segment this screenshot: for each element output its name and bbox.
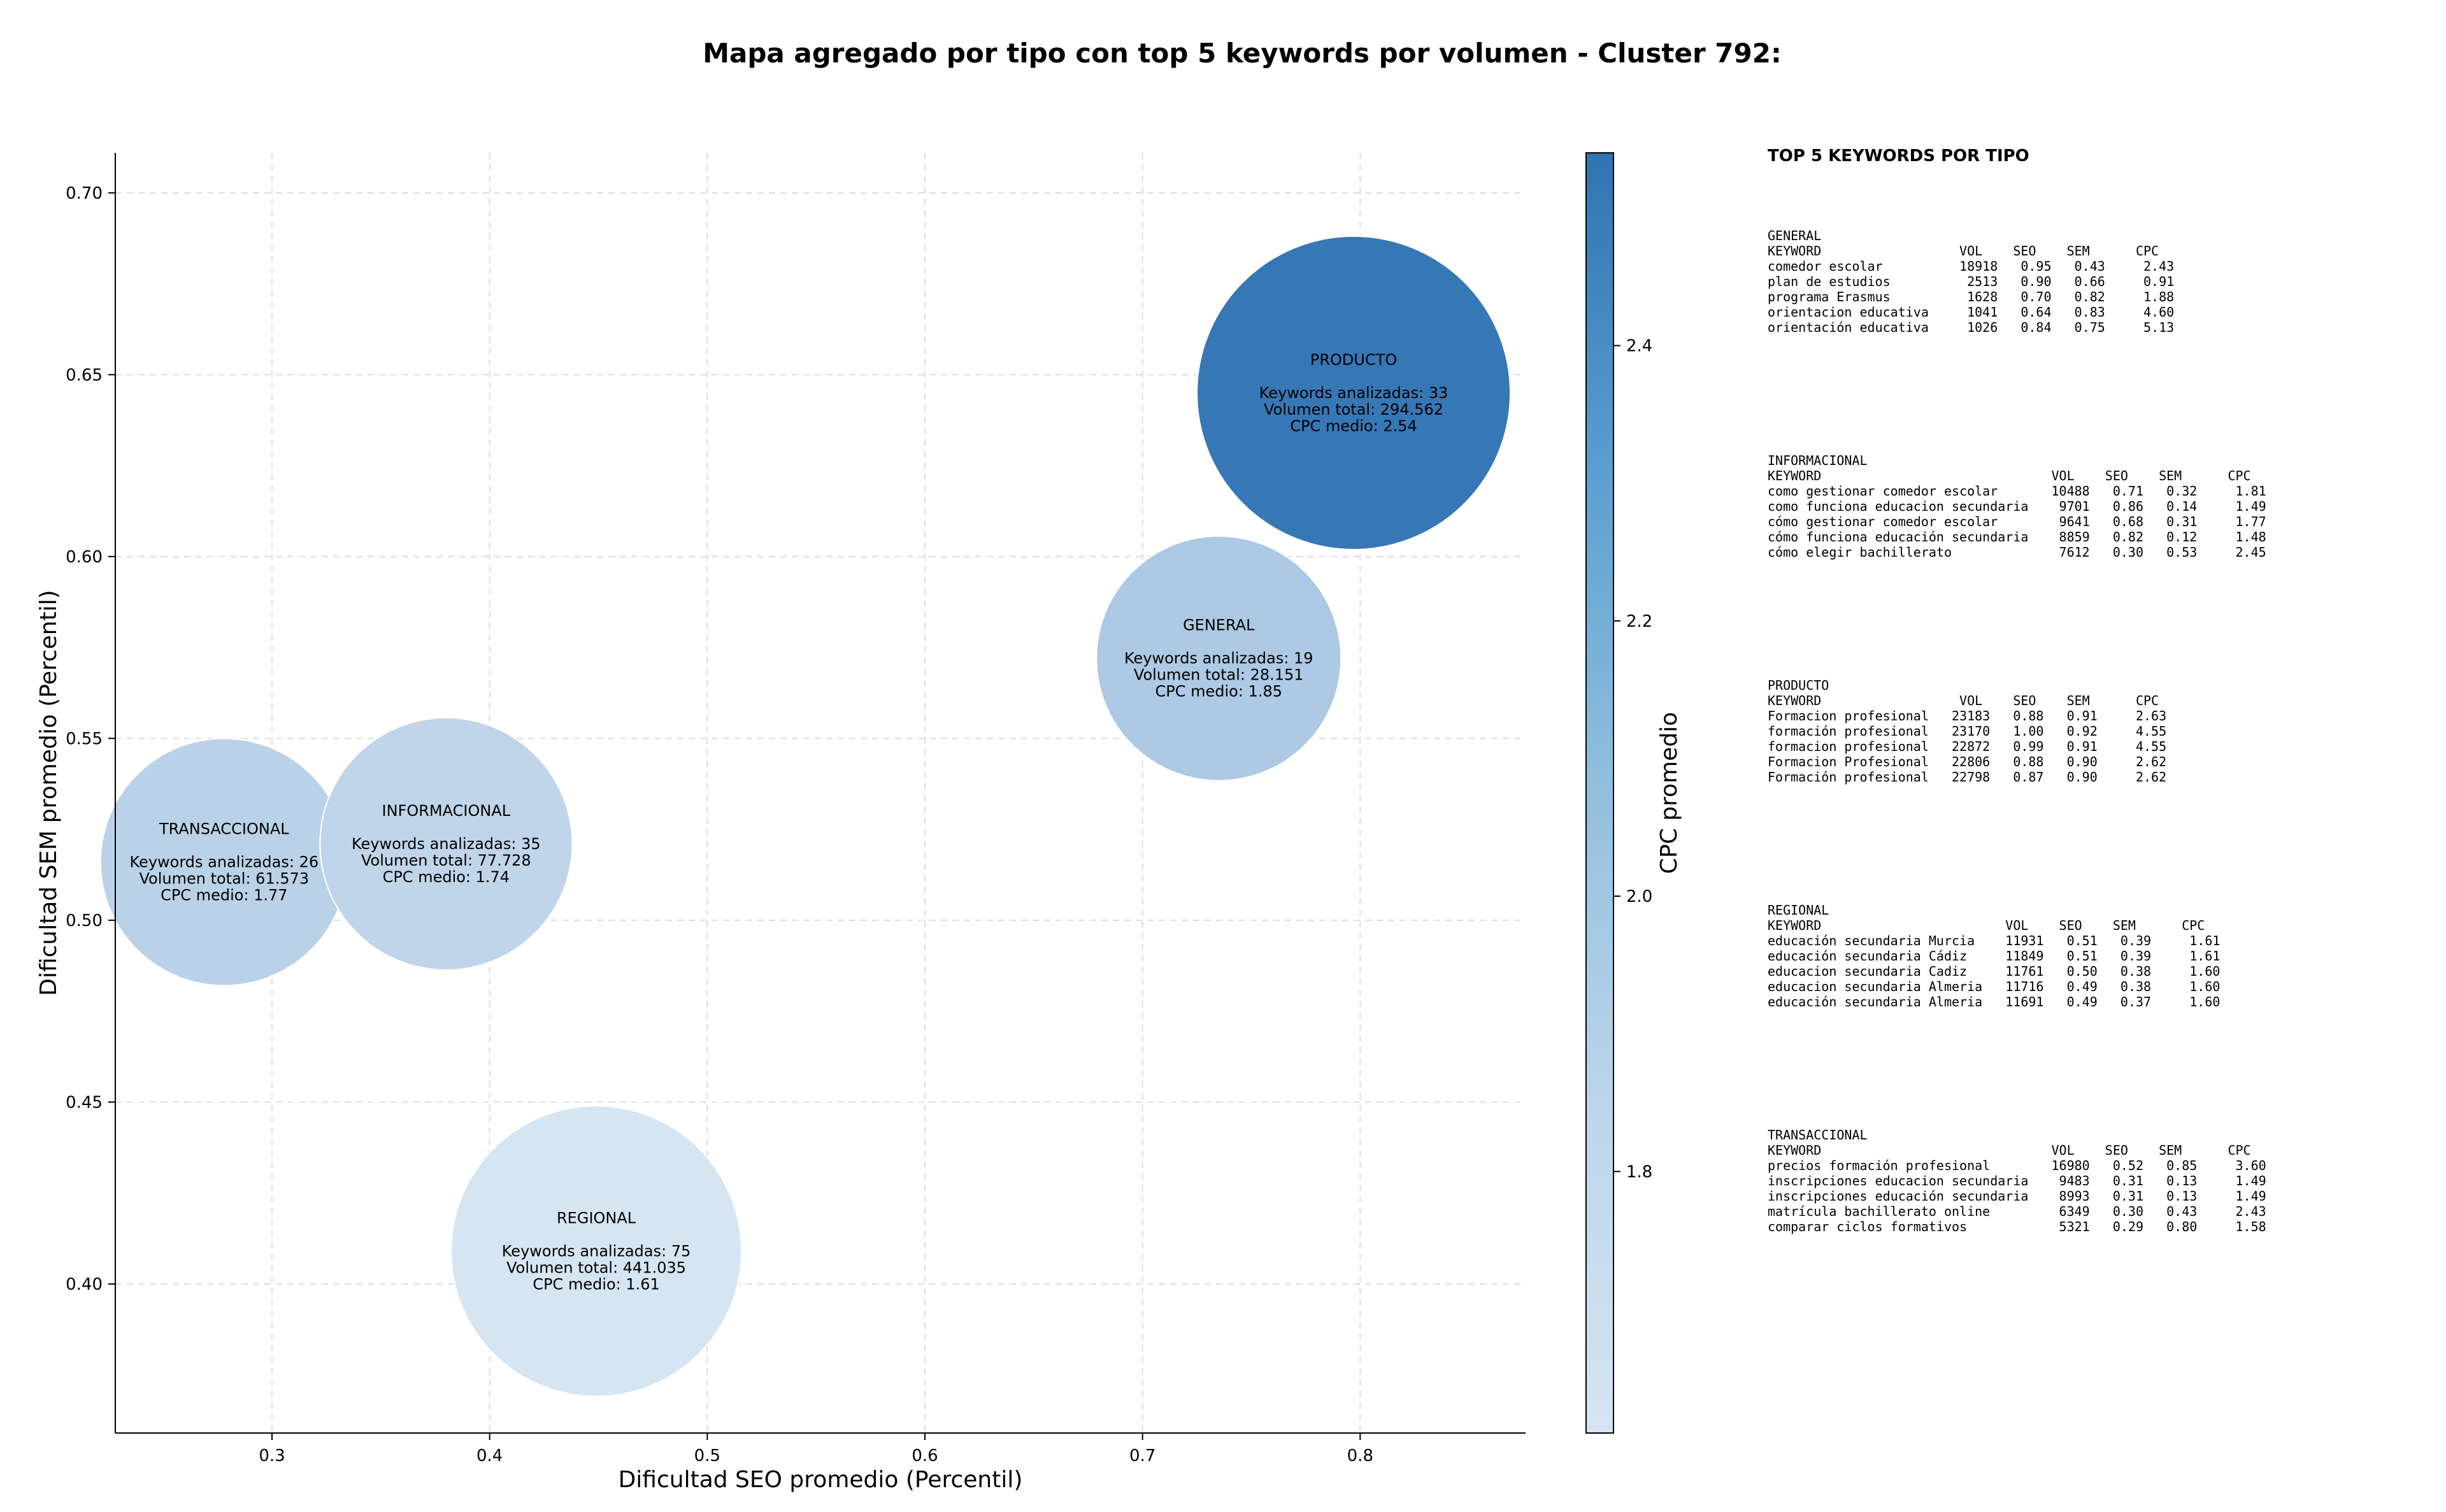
- bubble-label: CPC medio: 1.77: [161, 886, 288, 904]
- bubble-label: Volumen total: 441.035: [506, 1259, 686, 1276]
- keywords-table-text: GENERAL KEYWORD VOL SEO SEM CPC comedor …: [1768, 228, 2175, 335]
- x-tick-label: 0.3: [259, 1446, 285, 1466]
- bubble-label: CPC medio: 2.54: [1290, 417, 1417, 435]
- x-tick-label: 0.4: [476, 1446, 503, 1466]
- colorbar: [1585, 152, 1614, 1434]
- x-tick-label: 0.5: [694, 1446, 720, 1466]
- bubble-label: Volumen total: 28.151: [1134, 666, 1304, 684]
- keywords-table-producto: PRODUCTO KEYWORD VOL SEO SEM CPC Formaci…: [1768, 678, 2166, 785]
- y-tick-label: 0.65: [66, 366, 103, 385]
- top-keywords-title: TOP 5 KEYWORDS POR TIPO: [1768, 146, 2029, 166]
- bubble-label: CPC medio: 1.85: [1155, 683, 1283, 701]
- bubble-label: Keywords analizadas: 33: [1259, 384, 1448, 402]
- keywords-table-general: GENERAL KEYWORD VOL SEO SEM CPC comedor …: [1768, 228, 2174, 335]
- bubble-general: [1096, 535, 1342, 781]
- colorbar-ticks: 1.8 2.0 2.2 2.4: [1613, 337, 1652, 1181]
- keywords-table-transaccional: TRANSACCIONAL KEYWORD VOL SEO SEM CPC pr…: [1768, 1127, 2266, 1234]
- bubble-label: CPC medio: 1.74: [383, 868, 510, 886]
- x-tick-label: 0.6: [912, 1446, 938, 1466]
- keywords-table-text: TRANSACCIONAL KEYWORD VOL SEO SEM CPC pr…: [1768, 1127, 2266, 1234]
- keywords-table-text: REGIONAL KEYWORD VOL SEO SEM CPC educaci…: [1768, 902, 2221, 1009]
- bubble-label: PRODUCTO: [1310, 351, 1397, 369]
- y-tick-label: 0.60: [66, 548, 103, 567]
- colorbar-tick-label: 1.8: [1626, 1162, 1652, 1181]
- bubble-label: REGIONAL: [557, 1209, 636, 1227]
- keywords-table-text: PRODUCTO KEYWORD VOL SEO SEM CPC Formaci…: [1768, 678, 2167, 785]
- keywords-table-regional: REGIONAL KEYWORD VOL SEO SEM CPC educaci…: [1768, 902, 2220, 1009]
- bubble-label: CPC medio: 1.61: [533, 1275, 660, 1293]
- bubble-label: Keywords analizadas: 35: [352, 835, 541, 853]
- bubble-label: TRANSACCIONAL: [159, 820, 289, 838]
- x-axis-label: Dificultad SEO promedio (Percentil): [619, 1467, 1023, 1493]
- colorbar-tick-label: 2.4: [1626, 337, 1652, 356]
- x-tick-label: 0.7: [1129, 1446, 1155, 1466]
- y-tick-label: 0.45: [66, 1093, 103, 1112]
- bubble-label: Keywords analizadas: 26: [130, 853, 319, 871]
- colorbar-tick-label: 2.0: [1626, 887, 1652, 906]
- bubble-producto: [1196, 235, 1512, 550]
- bubble-label: Volumen total: 77.728: [361, 852, 531, 869]
- chart-title: Mapa agregado por tipo con top 5 keyword…: [703, 38, 1782, 69]
- bubble-label: Volumen total: 61.573: [139, 869, 309, 887]
- colorbar-label: CPC promedio: [1656, 712, 1682, 874]
- y-axis-label: Dificultad SEM promedio (Percentil): [36, 590, 62, 996]
- y-tick-label: 0.55: [66, 729, 103, 748]
- bubble-label: INFORMACIONAL: [382, 802, 511, 820]
- bubble-label: Volumen total: 294.562: [1264, 401, 1443, 418]
- keywords-table-informacional: INFORMACIONAL KEYWORD VOL SEO SEM CPC co…: [1768, 453, 2266, 560]
- colorbar-tick-label: 2.2: [1626, 612, 1652, 631]
- top-keywords-panel: TOP 5 KEYWORDS POR TIPO GENERAL KEYWORD …: [1768, 146, 2430, 1234]
- x-axis-ticks: 0.3 0.4 0.5 0.6 0.7 0.8: [259, 1433, 1373, 1466]
- bubble-informacional: [319, 717, 573, 971]
- keywords-table-text: INFORMACIONAL KEYWORD VOL SEO SEM CPC co…: [1768, 453, 2266, 560]
- x-tick-label: 0.8: [1347, 1446, 1373, 1466]
- y-tick-label: 0.70: [66, 184, 103, 203]
- y-tick-label: 0.40: [66, 1275, 103, 1294]
- bubble-regional: [450, 1105, 743, 1397]
- bubble-label: Keywords analizadas: 19: [1124, 650, 1313, 667]
- y-axis-ticks: 0.40 0.45 0.50 0.55 0.60 0.65 0.70: [66, 184, 115, 1294]
- bubble-label: GENERAL: [1183, 617, 1255, 634]
- bubble-label: Keywords analizadas: 75: [502, 1242, 691, 1260]
- y-tick-label: 0.50: [66, 911, 103, 931]
- bubbles: [99, 235, 1512, 1397]
